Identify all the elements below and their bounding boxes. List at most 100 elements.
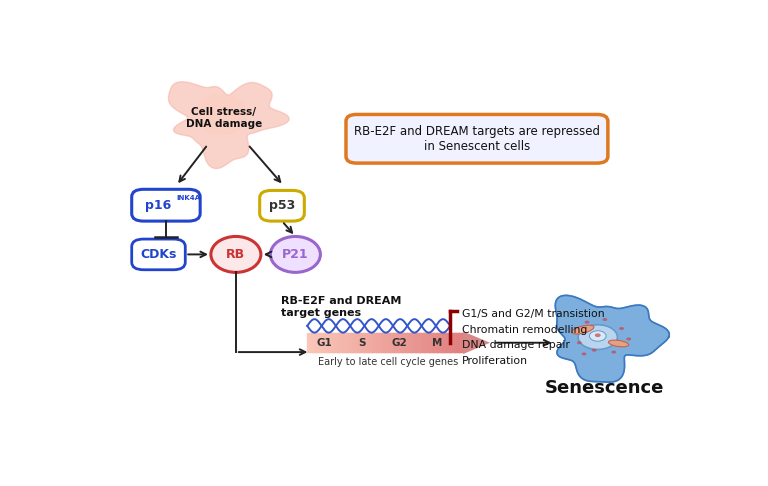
Bar bbox=[442, 333, 445, 352]
Bar bbox=[423, 333, 425, 352]
Bar bbox=[462, 333, 464, 352]
Text: M: M bbox=[432, 338, 442, 347]
Bar bbox=[412, 333, 415, 352]
Bar bbox=[433, 333, 435, 352]
Circle shape bbox=[630, 330, 634, 332]
Text: Early to late cell cycle genes: Early to late cell cycle genes bbox=[317, 357, 458, 367]
Bar bbox=[436, 333, 438, 352]
Bar bbox=[427, 333, 429, 352]
Bar bbox=[444, 333, 445, 352]
Bar bbox=[310, 333, 312, 352]
Bar bbox=[348, 333, 349, 352]
Bar bbox=[422, 333, 423, 352]
Bar bbox=[461, 333, 462, 352]
Circle shape bbox=[612, 362, 616, 364]
Bar bbox=[382, 333, 385, 352]
Bar bbox=[406, 333, 408, 352]
Bar bbox=[445, 333, 447, 352]
Bar bbox=[409, 333, 411, 352]
Bar bbox=[425, 333, 428, 352]
Bar bbox=[343, 333, 344, 352]
Bar bbox=[402, 333, 404, 352]
Text: RB-E2F and DREAM targets are repressed
in Senescent cells: RB-E2F and DREAM targets are repressed i… bbox=[354, 125, 600, 153]
Bar bbox=[356, 333, 359, 352]
Text: RB: RB bbox=[227, 248, 246, 261]
Bar bbox=[358, 333, 360, 352]
Text: P21: P21 bbox=[282, 248, 309, 261]
Bar bbox=[376, 333, 378, 352]
Bar bbox=[323, 333, 325, 352]
Bar bbox=[316, 333, 318, 352]
Bar bbox=[437, 333, 439, 352]
Circle shape bbox=[627, 337, 631, 341]
Bar bbox=[375, 333, 377, 352]
Bar bbox=[314, 333, 316, 352]
Text: Proliferation: Proliferation bbox=[462, 356, 528, 366]
Bar bbox=[386, 333, 387, 352]
Polygon shape bbox=[463, 331, 490, 354]
Bar bbox=[379, 333, 381, 352]
Bar bbox=[353, 333, 355, 352]
Bar bbox=[414, 333, 415, 352]
Bar bbox=[389, 333, 391, 352]
Bar bbox=[336, 333, 338, 352]
Bar bbox=[350, 333, 352, 352]
Text: G1: G1 bbox=[316, 338, 332, 347]
Text: Cell stress/
DNA damage: Cell stress/ DNA damage bbox=[186, 107, 262, 129]
Bar bbox=[454, 333, 456, 352]
Bar bbox=[416, 333, 419, 352]
Text: G1/S and G2/M transistion: G1/S and G2/M transistion bbox=[462, 309, 604, 319]
Bar bbox=[356, 333, 357, 352]
Bar bbox=[329, 333, 331, 352]
Bar bbox=[377, 333, 379, 352]
Bar bbox=[457, 333, 458, 352]
Ellipse shape bbox=[572, 325, 594, 334]
Bar bbox=[415, 333, 417, 352]
Bar bbox=[332, 333, 334, 352]
Bar bbox=[363, 333, 365, 352]
Circle shape bbox=[611, 350, 616, 354]
Bar bbox=[428, 333, 430, 352]
Bar bbox=[452, 333, 453, 352]
Bar bbox=[386, 333, 389, 352]
Bar bbox=[362, 333, 364, 352]
Text: G2: G2 bbox=[392, 338, 408, 347]
Ellipse shape bbox=[211, 237, 261, 272]
Bar bbox=[373, 333, 376, 352]
Bar bbox=[339, 333, 342, 352]
Circle shape bbox=[592, 349, 597, 352]
Circle shape bbox=[577, 341, 581, 344]
Ellipse shape bbox=[270, 237, 320, 272]
Bar bbox=[420, 333, 422, 352]
Bar bbox=[331, 333, 333, 352]
FancyBboxPatch shape bbox=[132, 239, 185, 270]
Ellipse shape bbox=[608, 340, 629, 347]
Text: Senescence: Senescence bbox=[545, 379, 664, 397]
Bar bbox=[392, 333, 394, 352]
Bar bbox=[359, 333, 361, 352]
Circle shape bbox=[581, 352, 587, 355]
Bar bbox=[369, 333, 372, 352]
Bar bbox=[328, 333, 330, 352]
Circle shape bbox=[589, 331, 606, 341]
Bar bbox=[365, 333, 366, 352]
Bar bbox=[380, 333, 382, 352]
Bar bbox=[431, 333, 432, 352]
Text: CDKs: CDKs bbox=[141, 248, 177, 261]
Bar bbox=[311, 333, 313, 352]
Bar bbox=[354, 333, 356, 352]
Bar bbox=[319, 333, 321, 352]
Bar bbox=[324, 333, 326, 352]
Bar bbox=[320, 333, 323, 352]
Bar bbox=[399, 333, 400, 352]
Circle shape bbox=[588, 362, 592, 364]
Circle shape bbox=[619, 327, 624, 330]
Text: p53: p53 bbox=[269, 199, 295, 212]
Bar bbox=[448, 333, 449, 352]
Bar bbox=[315, 333, 317, 352]
Bar bbox=[318, 333, 319, 352]
Bar bbox=[361, 333, 362, 352]
Bar bbox=[309, 333, 310, 352]
Bar bbox=[366, 333, 368, 352]
Bar bbox=[418, 333, 419, 352]
